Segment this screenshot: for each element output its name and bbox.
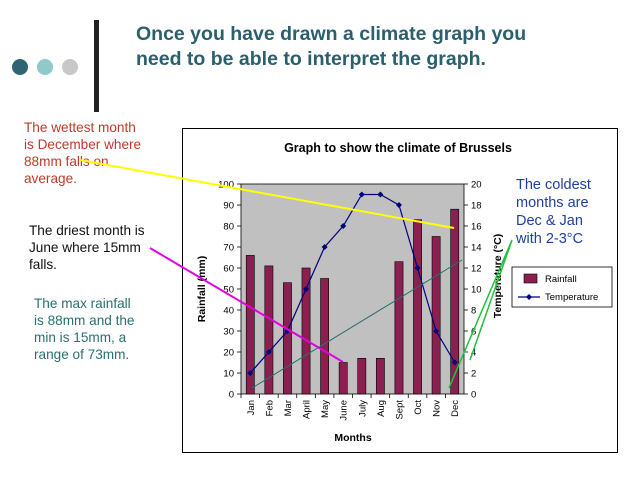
y-tick-label: 70 [223, 243, 234, 254]
legend-temperature-label: Temperature [545, 292, 598, 303]
chart-title: Graph to show the climate of Brussels [284, 141, 512, 155]
y2-tick-label: 8 [471, 306, 476, 317]
y-tick-label: 40 [223, 306, 234, 317]
y2-tick-label: 20 [471, 180, 482, 191]
y2-axis-label: Temperature (°C) [492, 234, 504, 319]
x-tick-label: Sept [394, 400, 405, 420]
legend-rainfall-label: Rainfall [545, 274, 577, 285]
x-tick-label: April [302, 400, 313, 419]
legend: Rainfall Temperature [512, 267, 612, 307]
rainfall-bar [358, 358, 366, 394]
x-tick-label: Aug [376, 400, 387, 417]
x-tick-label: Mar [283, 400, 294, 416]
plot-area [241, 184, 464, 394]
y-tick-label: 80 [223, 222, 234, 233]
y-axis-label: Rainfall (mm) [196, 256, 208, 323]
x-tick-label: Nov [432, 400, 443, 417]
x-tick-label: July [357, 400, 368, 417]
y-tick-label: 30 [223, 327, 234, 338]
rainfall-bar [265, 266, 273, 394]
y2-tick-label: 12 [471, 264, 482, 275]
y2-tick-label: 2 [471, 369, 476, 380]
rainfall-bar [395, 262, 403, 394]
x-axis-label: Months [334, 432, 371, 444]
legend-rainfall-swatch [524, 274, 537, 283]
rainfall-bar [339, 363, 347, 395]
y-tick-label: 20 [223, 348, 234, 359]
y-tick-label: 90 [223, 201, 234, 212]
y-tick-label: 0 [229, 390, 234, 401]
rainfall-bar [413, 220, 421, 394]
y2-tick-label: 0 [471, 390, 476, 401]
rainfall-bar [432, 237, 440, 395]
y2-tick-label: 16 [471, 222, 482, 233]
y-tick-label: 60 [223, 264, 234, 275]
rainfall-bar [321, 279, 329, 395]
y-tick-label: 10 [223, 369, 234, 380]
x-tick-label: Oct [413, 400, 424, 415]
x-tick-label: May [320, 400, 331, 418]
y2-tick-label: 18 [471, 201, 482, 212]
y2-tick-label: 10 [471, 285, 482, 296]
x-tick-label: Jan [246, 400, 257, 415]
rainfall-bar [376, 358, 384, 394]
rainfall-bar [283, 283, 291, 394]
x-tick-label: Feb [264, 400, 275, 416]
x-tick-label: June [339, 400, 350, 421]
x-tick-label: Dec [450, 400, 461, 417]
y2-tick-label: 14 [471, 243, 482, 254]
